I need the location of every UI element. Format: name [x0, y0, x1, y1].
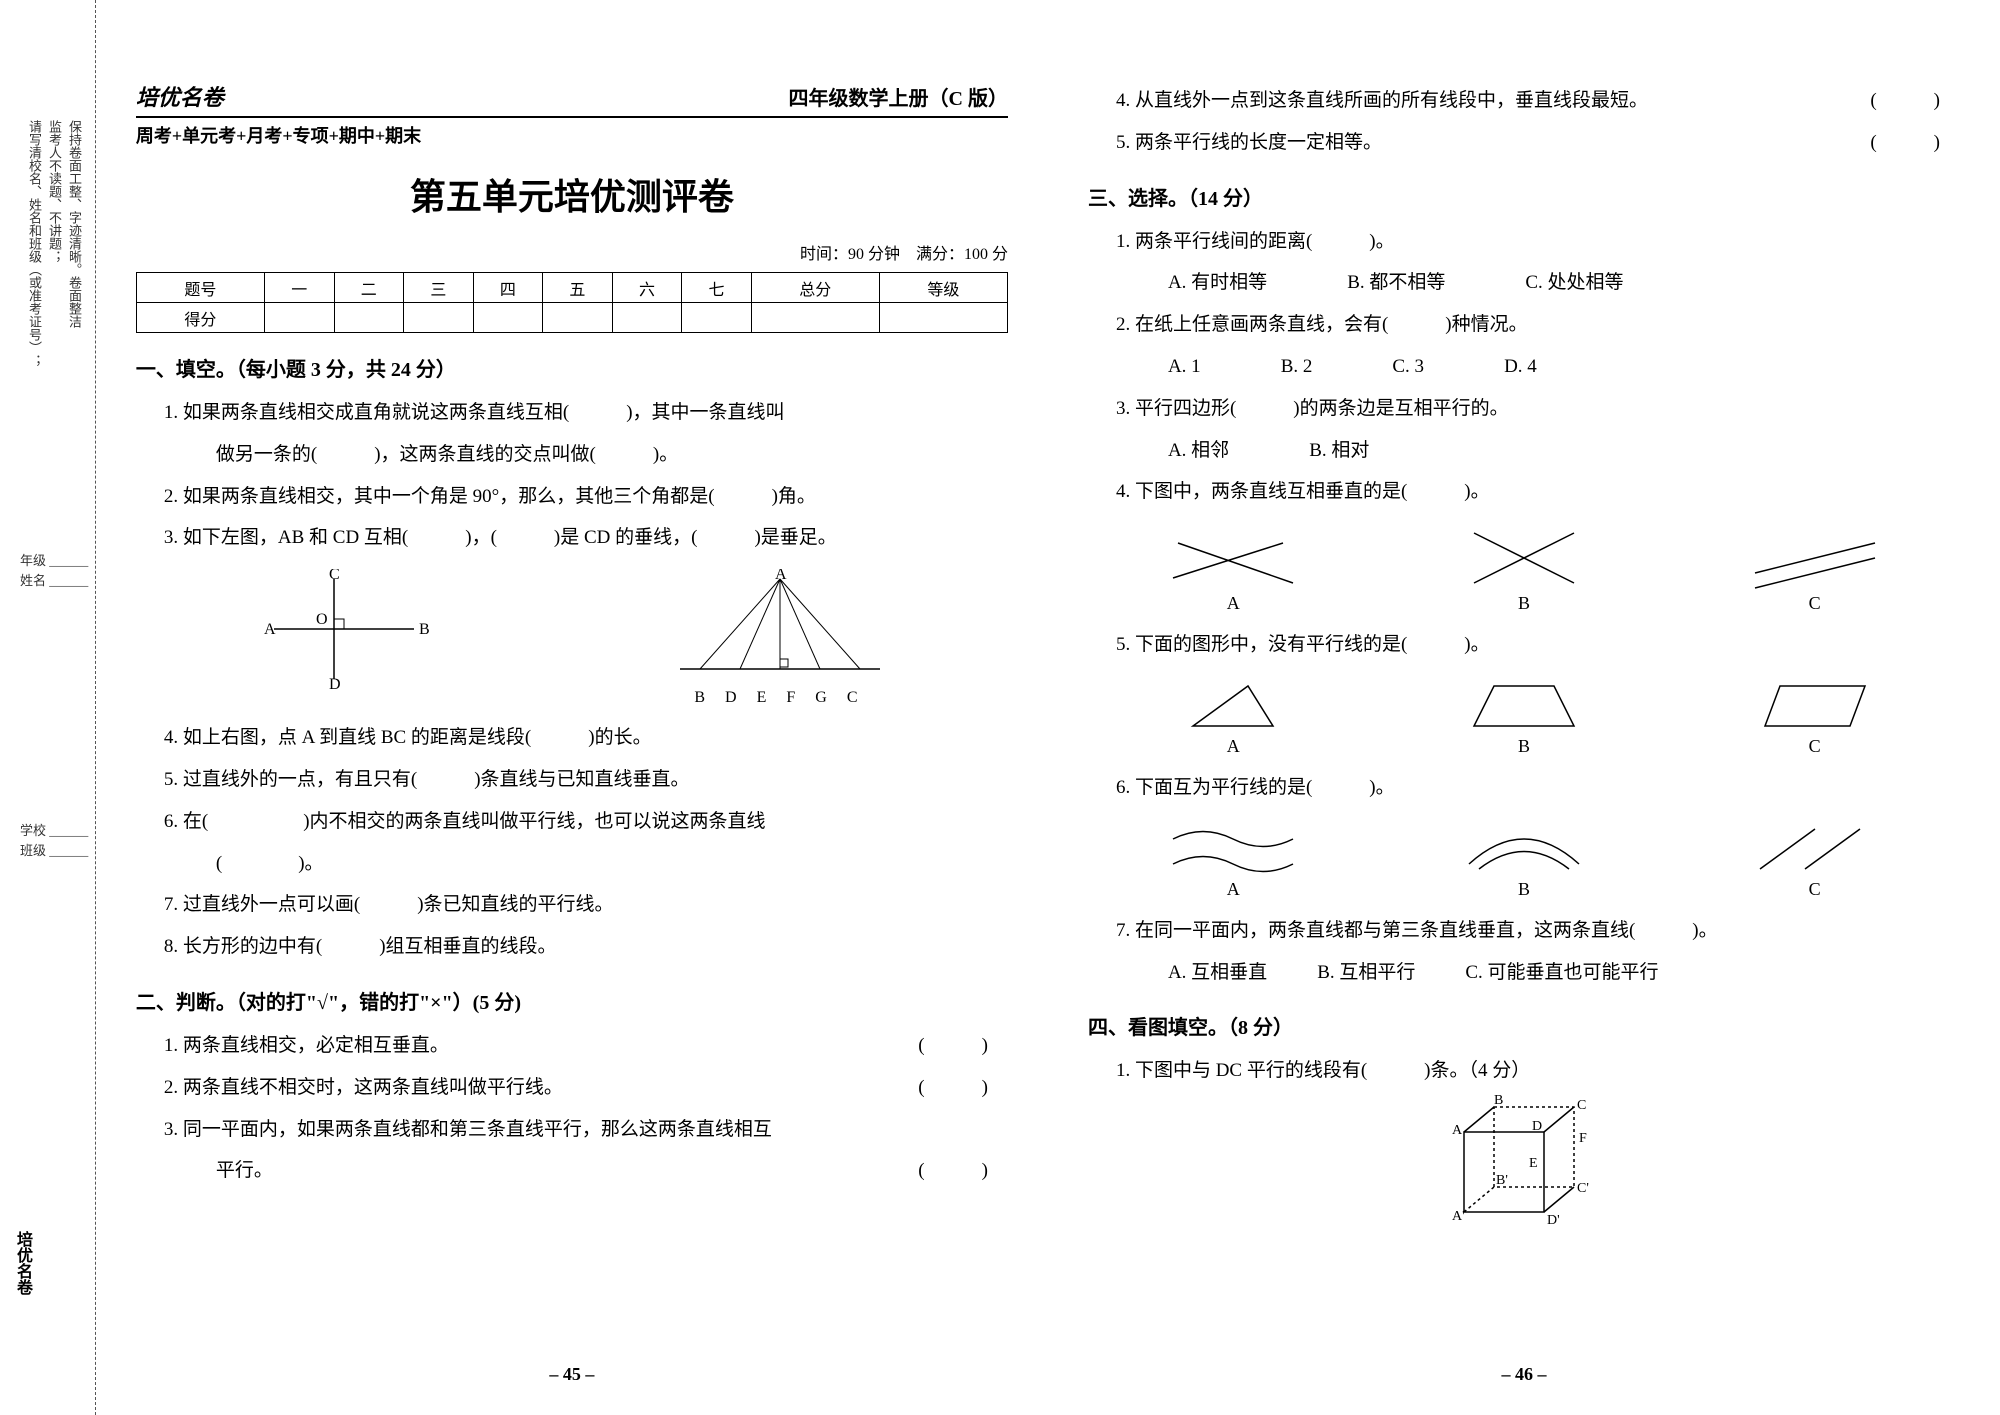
q1-2: 2. 如果两条直线相交，其中一个角是 90°，那么，其他三个角都是( )角。	[156, 476, 1008, 518]
page-number-right: – 46 –	[1048, 1364, 2000, 1385]
lines-c-icon	[1745, 523, 1885, 593]
q2-3: 3. 同一平面内，如果两条直线都和第三条直线平行，那么这两条直线相互	[156, 1109, 1008, 1151]
q3-2: 2. 在纸上任意画两条直线，会有( )种情况。	[1108, 304, 1960, 346]
unit-title: 第五单元培优测评卷	[136, 168, 1008, 220]
q1-3: 3. 如下左图，AB 和 CD 互相( )，( )是 CD 的垂线，( )是垂足…	[156, 517, 1008, 559]
binding-margin: 请写清校名、姓名和班级（或准考证号）； 监考人不读题、不讲题； 保持卷面工整、字…	[0, 0, 96, 1415]
q3-5-figs: A B C	[1088, 676, 1960, 757]
q2-1: 1. 两条直线相交，必定相互垂直。( )	[156, 1025, 1008, 1067]
label-grade: 年级 ______	[20, 550, 88, 569]
svg-text:O: O	[316, 611, 328, 628]
section-1-title: 一、填空。（每小题 3 分，共 24 分）	[136, 353, 1008, 382]
q3-7-opts: A. 互相垂直B. 互相平行C. 可能垂直也可能平行	[1108, 952, 1960, 994]
q3-5: 5. 下面的图形中，没有平行线的是( )。	[1108, 624, 1960, 666]
svg-text:A: A	[775, 569, 787, 583]
subtitle: 周考+单元考+月考+专项+期中+期末	[136, 122, 1008, 148]
q1-8: 8. 长方形的边中有( )组互相垂直的线段。	[156, 926, 1008, 968]
label-class: 班级 ______	[20, 840, 88, 859]
page-number-left: – 45 –	[96, 1364, 1048, 1385]
margin-note-1: 请写清校名、姓名和班级（或准考证号）；	[25, 120, 44, 367]
q3-1-opts: A. 有时相等B. 都不相等C. 处处相等	[1108, 262, 1960, 304]
svg-text:B: B	[419, 621, 430, 638]
q4-1-fig: A B C D F E A' B' C' D'	[1088, 1092, 1960, 1252]
table-row: 题号 一 二 三 四 五 六 七 总分 等级	[136, 273, 1007, 303]
section-3-title: 三、选择。（14 分）	[1088, 182, 1960, 211]
margin-note-3: 保持卷面工整、字迹清晰。卷面整洁	[65, 120, 84, 328]
label-school: 学校 ______	[20, 820, 88, 839]
lines-a-icon	[1163, 523, 1303, 593]
q2-2: 2. 两条直线不相交时，这两条直线叫做平行线。( )	[156, 1067, 1008, 1109]
q3-4-figs: A B C	[1088, 523, 1960, 614]
score-table: 题号 一 二 三 四 五 六 七 总分 等级 得分	[136, 272, 1008, 333]
svg-text:B: B	[1494, 1093, 1503, 1108]
arcs-b-icon	[1454, 819, 1594, 879]
q3-6-figs: A B C	[1088, 819, 1960, 900]
svg-text:D: D	[1532, 1119, 1542, 1134]
margin-note-2: 监考人不读题、不讲题；	[45, 120, 64, 263]
svg-text:A: A	[264, 621, 276, 638]
parallelogram-icon	[1755, 676, 1875, 736]
svg-text:D: D	[329, 676, 341, 689]
q1-6: 6. 在( )内不相交的两条直线叫做平行线，也可以说这两条直线	[156, 801, 1008, 843]
svg-text:F: F	[1579, 1131, 1587, 1146]
lines-b-icon	[1454, 523, 1594, 593]
q3-1: 1. 两条平行线间的距离( )。	[1108, 221, 1960, 263]
q3-2-opts: A. 1B. 2C. 3D. 4	[1108, 346, 1960, 388]
cube-icon: A B C D F E A' B' C' D'	[1424, 1092, 1624, 1252]
header-row: 培优名卷 四年级数学上册（C 版）	[136, 80, 1008, 118]
svg-text:D': D'	[1547, 1213, 1560, 1228]
page-right: 4. 从直线外一点到这条直线所画的所有线段中，垂直线段最短。( ) 5. 两条平…	[1048, 0, 2000, 1415]
fig-1-3: A B C D O A B D E F G C	[136, 569, 1008, 707]
section-4-title: 四、看图填空。（8 分）	[1088, 1011, 1960, 1040]
svg-text:B': B'	[1496, 1173, 1508, 1188]
svg-text:C: C	[1577, 1098, 1586, 1113]
fig-right-labels: B D E F G C	[670, 689, 890, 707]
table-row: 得分	[136, 303, 1007, 333]
q1-1: 1. 如果两条直线相交成直角就说这两条直线互相( )，其中一条直线叫	[156, 392, 1008, 434]
q3-3: 3. 平行四边形( )的两条边是互相平行的。	[1108, 388, 1960, 430]
label-name: 姓名 ______	[20, 570, 88, 589]
q1-5: 5. 过直线外的一点，有且只有( )条直线与已知直线垂直。	[156, 759, 1008, 801]
fig-left: A B C D O	[254, 569, 434, 707]
q4-1: 1. 下图中与 DC 平行的线段有( )条。（4 分）	[1108, 1050, 1960, 1092]
svg-text:C': C'	[1577, 1181, 1589, 1196]
section-2-title: 二、判断。（对的打"√"，错的打"×"）(5 分)	[136, 986, 1008, 1015]
q2-5: 5. 两条平行线的长度一定相等。( )	[1108, 122, 1960, 164]
timing: 时间：90 分钟 满分：100 分	[136, 240, 1008, 264]
q3-3-opts: A. 相邻B. 相对	[1108, 430, 1960, 472]
q3-6: 6. 下面互为平行线的是( )。	[1108, 767, 1960, 809]
q1-6b: ( )。	[156, 843, 1008, 885]
q2-4: 4. 从直线外一点到这条直线所画的所有线段中，垂直线段最短。( )	[1108, 80, 1960, 122]
logo: 培优名卷	[136, 80, 224, 112]
q1-4: 4. 如上右图，点 A 到直线 BC 的距离是线段( )的长。	[156, 717, 1008, 759]
q1-7: 7. 过直线外一点可以画( )条已知直线的平行线。	[156, 884, 1008, 926]
wavy-a-icon	[1163, 819, 1303, 879]
distance-icon: A	[670, 569, 890, 689]
svg-text:A: A	[1452, 1123, 1463, 1138]
q1-1b: 做另一条的( )，这两条直线的交点叫做( )。	[156, 434, 1008, 476]
svg-text:C: C	[329, 569, 340, 583]
svg-text:E: E	[1529, 1156, 1538, 1171]
trapezoid-icon	[1464, 676, 1584, 736]
subject: 四年级数学上册（C 版）	[789, 82, 1008, 111]
q3-4: 4. 下图中，两条直线互相垂直的是( )。	[1108, 471, 1960, 513]
fig-right: A B D E F G C	[670, 569, 890, 707]
page-left: 培优名卷 四年级数学上册（C 版） 周考+单元考+月考+专项+期中+期末 第五单…	[96, 0, 1048, 1415]
parallel-c-icon	[1745, 819, 1885, 879]
q2-3b: 平行。( )	[156, 1150, 1008, 1192]
side-badge: 培优名卷	[10, 1231, 34, 1295]
svg-text:A': A'	[1452, 1209, 1465, 1224]
triangle-icon	[1173, 676, 1293, 736]
q3-7: 7. 在同一平面内，两条直线都与第三条直线垂直，这两条直线( )。	[1108, 910, 1960, 952]
perpendicular-icon: A B C D O	[254, 569, 434, 689]
